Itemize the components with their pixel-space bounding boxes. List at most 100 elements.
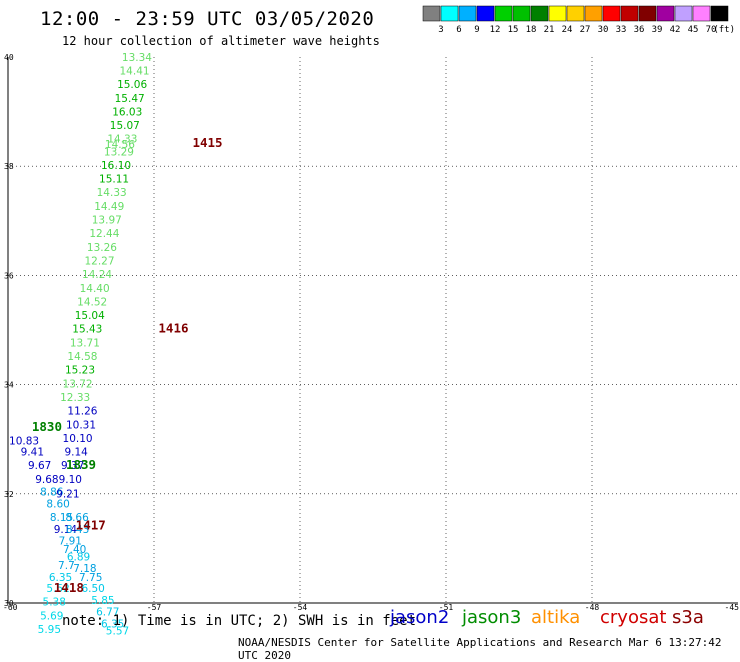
pass-time-label: 1830 [32,419,62,434]
scale-swatch [458,5,477,22]
scale-swatch [674,5,693,22]
scale-swatch [620,5,639,22]
scale-tick-label: 18 [526,25,537,35]
wave-height-value: 6.89 [67,551,90,563]
wave-height-value: 13.26 [87,242,117,254]
scale-tick-label: 45 [688,25,699,35]
wave-height-value: 8.15 [50,512,73,524]
wave-height-value: 8.66 [65,512,89,524]
scale-tick-label: 9 [474,25,479,35]
scale-swatch [602,5,621,22]
wave-height-value: 14.52 [77,296,107,308]
wave-height-value: 12.44 [89,228,119,240]
longitude-tick-label: -57 [147,603,162,612]
wave-height-value: 14.58 [67,351,97,363]
scale-tick-label: 3 [438,25,443,35]
pass-time-label: 1417 [76,517,106,532]
wave-height-value: 7.18 [73,563,96,575]
wave-height-value: 5.38 [43,597,66,609]
wave-height-value: 11.26 [67,406,97,418]
wave-height-value: 13.71 [70,337,100,349]
wave-height-value: 12.27 [84,255,114,267]
scale-swatch [440,5,459,22]
satellite-name-jason3: jason3 [462,607,522,628]
scale-swatch [422,5,441,22]
wave-height-value: 5.57 [106,626,129,638]
pass-time-label: 1416 [158,321,188,336]
scale-swatch [710,5,729,22]
wave-height-value: 7.91 [59,536,82,548]
pass-time-label: 1415 [192,135,222,150]
satellite-name-altika: altika [531,607,581,628]
wave-height-value: 14.49 [94,201,124,213]
wave-height-value: 5.95 [38,624,61,636]
latitude-tick-label: 40 [4,53,14,62]
wave-height-value: 9.14 [64,447,88,459]
wave-height-value: 9.41 [21,447,44,459]
scale-tick-label: 6 [456,25,461,35]
wave-height-value: 16.03 [112,106,142,118]
latitude-tick-label: 30 [4,599,14,608]
wave-height-value: 10.31 [66,419,96,431]
wave-height-value: 9.37 [61,460,84,472]
scale-swatch [494,5,513,22]
page-title: 12:00 - 23:59 UTC 03/05/2020 [40,8,375,30]
wave-height-value: 14.41 [120,65,150,77]
wave-height-value: 8.60 [46,498,69,510]
pass-time-label: 1418 [54,580,84,595]
wave-height-value: 10.83 [9,436,39,448]
scale-tick-label: 24 [562,25,573,35]
scale-tick-label: 27 [580,25,591,35]
wave-height-value: 14.33 [97,187,127,199]
wave-height-value: 16.10 [101,160,131,172]
wave-height-value: 13.72 [63,378,93,390]
wave-height-value: 8.43 [66,524,89,536]
wave-height-value: 14.33 [107,134,137,146]
color-scale-legend: 3 6 9 12 15 18 21 24 27 30 33 36 39 42 45 70(ft) [422,5,735,35]
scale-unit-label: (ft) [713,25,735,35]
scale-swatch [566,5,585,22]
wave-height-value: 15.04 [75,310,105,322]
scale-swatch [548,5,567,22]
scale-swatch [512,5,531,22]
wave-height-value: 14.24 [82,269,112,281]
pass-time-label: 1839 [66,457,96,472]
scale-swatch [476,5,495,22]
longitude-tick-label: -51 [439,603,454,612]
wave-height-value: 9.68 [35,474,58,486]
footer-note: note: 1) Time is in UTC; 2) SWH is in fe… [62,613,417,629]
latitude-tick-label: 38 [4,162,14,171]
scale-swatch [584,5,603,22]
wave-height-value: 9.21 [56,489,79,501]
wave-height-value: 7.75 [79,572,102,584]
satellite-name-cryosat: cryosat [600,607,667,628]
satellite-name-jason2: jason2 [390,607,450,628]
latitude-tick-label: 34 [4,381,14,390]
wave-height-value: 13.29 [104,146,134,158]
wave-height-value: 15.23 [65,365,95,377]
wave-height-value: 13.97 [92,215,122,227]
longitude-tick-label: -45 [725,603,740,612]
wave-height-value: 12.33 [60,392,90,404]
scale-tick-label: 36 [634,25,645,35]
wave-height-value: 5.69 [40,610,63,622]
wave-height-value: 14.56 [105,139,135,151]
scale-tick-label: 70 [706,25,717,35]
wave-height-value: 13.34 [122,52,152,64]
wave-height-value: 6.35 [49,572,72,584]
scale-tick-label: 30 [598,25,609,35]
scale-swatch [638,5,657,22]
wave-height-value: 9.14 [54,524,78,536]
satellite-name-s3a: s3a [672,607,704,628]
wave-height-value: 15.47 [115,93,145,105]
longitude-tick-label: -54 [293,603,308,612]
wave-height-value: 6.77 [96,607,119,619]
scale-tick-label: 42 [670,25,681,35]
wave-height-value: 10.10 [63,433,93,445]
wave-height-value: 7.40 [63,544,86,556]
longitude-tick-label: -48 [585,603,600,612]
scale-swatch [530,5,549,22]
longitude-tick-label: -60 [3,603,18,612]
wave-height-value: 15.11 [99,174,129,186]
wave-height-value: 6.35 [101,619,124,631]
